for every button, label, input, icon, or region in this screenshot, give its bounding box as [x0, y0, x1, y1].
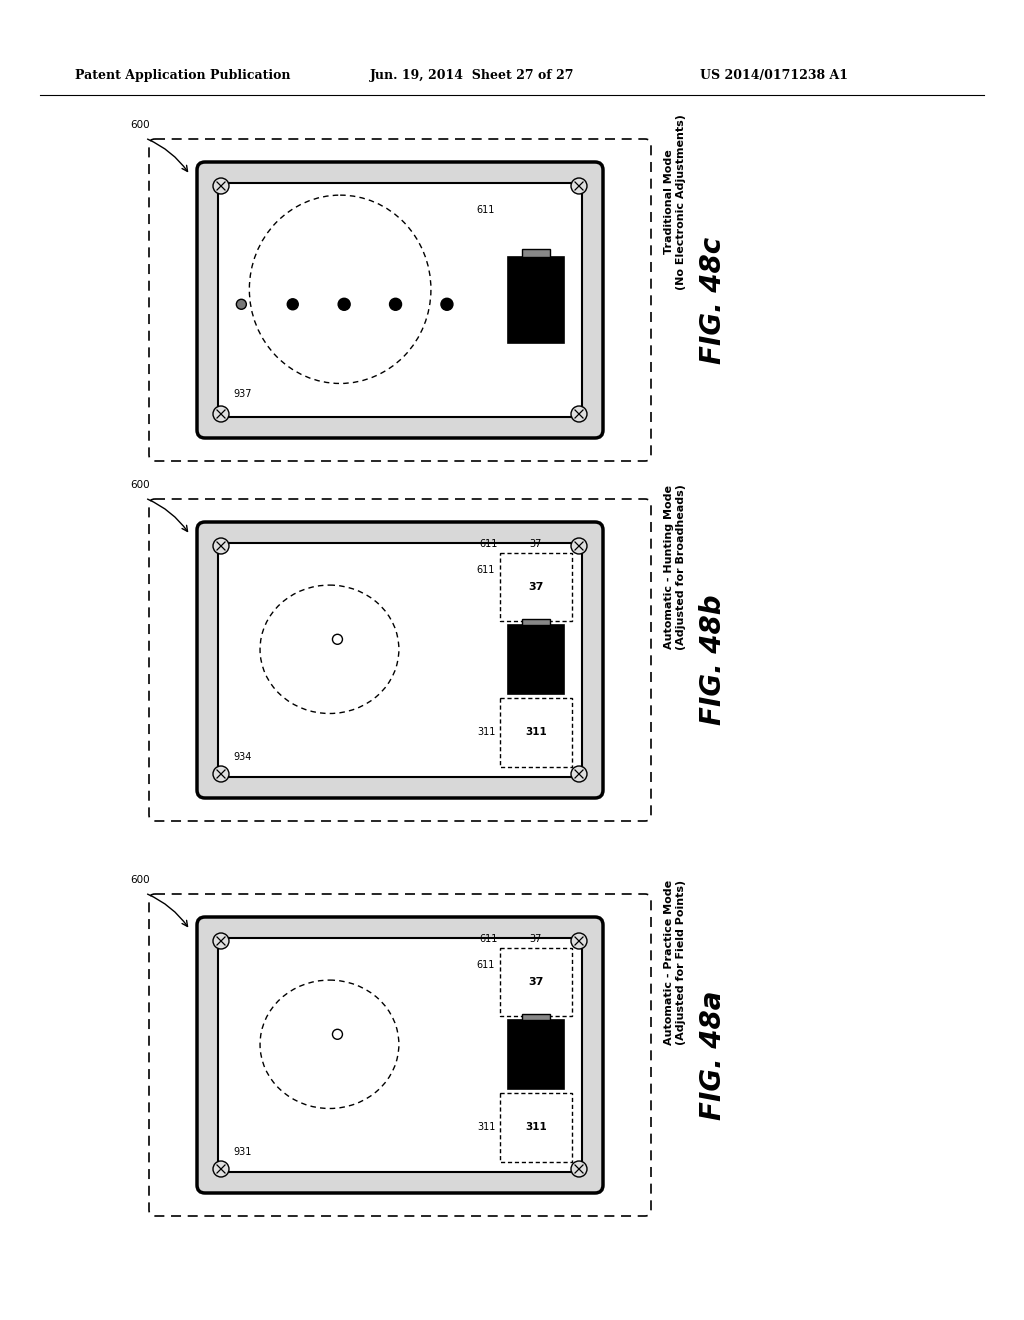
Circle shape	[213, 933, 229, 949]
Circle shape	[338, 298, 350, 310]
Text: 611: 611	[476, 960, 495, 970]
FancyBboxPatch shape	[197, 521, 603, 799]
Circle shape	[441, 298, 453, 310]
Circle shape	[213, 407, 229, 422]
Text: 311: 311	[477, 1122, 496, 1133]
Bar	[522, 1015, 550, 1020]
Text: 311: 311	[477, 727, 496, 738]
FancyBboxPatch shape	[218, 183, 582, 417]
Text: Automatic - Practice Mode
(Adjusted for Field Points): Automatic - Practice Mode (Adjusted for …	[665, 880, 686, 1045]
Bar	[500, 1093, 572, 1162]
Bar	[508, 626, 564, 694]
Circle shape	[571, 933, 587, 949]
Text: 37: 37	[528, 977, 544, 987]
Text: 937: 937	[233, 389, 252, 399]
Circle shape	[571, 1162, 587, 1177]
Text: 611: 611	[476, 205, 495, 215]
Bar	[500, 698, 572, 767]
Circle shape	[571, 178, 587, 194]
Bar	[508, 257, 564, 343]
Text: 311: 311	[525, 727, 547, 738]
Circle shape	[213, 539, 229, 554]
FancyBboxPatch shape	[197, 917, 603, 1193]
Circle shape	[213, 766, 229, 781]
Text: 611: 611	[479, 539, 498, 549]
Text: 611: 611	[479, 935, 498, 944]
Text: 600: 600	[130, 875, 150, 884]
Text: 37: 37	[529, 539, 542, 549]
Text: Jun. 19, 2014  Sheet 27 of 27: Jun. 19, 2014 Sheet 27 of 27	[370, 69, 574, 82]
Text: Patent Application Publication: Patent Application Publication	[75, 69, 291, 82]
Bar	[522, 249, 550, 257]
Circle shape	[571, 407, 587, 422]
Circle shape	[389, 298, 401, 310]
Circle shape	[213, 1162, 229, 1177]
Bar	[522, 619, 550, 626]
FancyBboxPatch shape	[218, 543, 582, 777]
Bar	[500, 948, 572, 1016]
Bar	[508, 1020, 564, 1089]
Text: 934: 934	[233, 752, 251, 762]
Circle shape	[571, 539, 587, 554]
Text: 931: 931	[233, 1147, 251, 1158]
FancyBboxPatch shape	[197, 162, 603, 438]
Text: 611: 611	[476, 565, 495, 576]
Text: 37: 37	[528, 582, 544, 593]
Circle shape	[571, 766, 587, 781]
Text: 600: 600	[130, 120, 150, 129]
Text: 600: 600	[130, 480, 150, 490]
Text: FIG. 48c: FIG. 48c	[699, 236, 727, 363]
Text: FIG. 48b: FIG. 48b	[699, 595, 727, 725]
Text: FIG. 48a: FIG. 48a	[699, 990, 727, 1119]
FancyBboxPatch shape	[218, 939, 582, 1172]
Circle shape	[288, 298, 298, 310]
Text: Automatic - Hunting Mode
(Adjusted for Broadheads): Automatic - Hunting Mode (Adjusted for B…	[665, 484, 686, 649]
Text: 37: 37	[529, 935, 542, 944]
Circle shape	[213, 178, 229, 194]
Text: Traditional Mode
(No Electronic Adjustments): Traditional Mode (No Electronic Adjustme…	[665, 114, 686, 290]
Text: US 2014/0171238 A1: US 2014/0171238 A1	[700, 69, 848, 82]
Text: 311: 311	[525, 1122, 547, 1133]
Bar	[500, 553, 572, 622]
Circle shape	[237, 300, 247, 309]
